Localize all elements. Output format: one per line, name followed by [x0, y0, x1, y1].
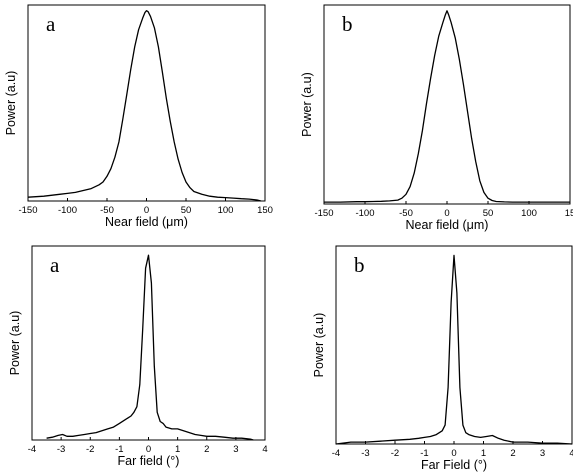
x-tick-label: -150 [18, 205, 37, 216]
x-tick-label: -4 [332, 448, 340, 459]
chart-panel-4: -4 -3 -2 -1 0 1 2 3 4 Far Field (°) Power (a.u) b [312, 245, 573, 472]
x-tick-label: 4 [262, 444, 267, 455]
x-tick-label: 4 [569, 448, 573, 459]
series-line-1 [335, 254, 573, 445]
plot-frame [31, 245, 266, 441]
x-axis-label: Far field (°) [118, 454, 180, 468]
panel-letter: a [46, 12, 56, 36]
x-tick-label: -2 [391, 448, 399, 459]
y-axis-label: Power (a.u) [312, 313, 326, 378]
x-axis-label: Near field (μm) [105, 215, 188, 229]
x-tick-label: 2 [510, 448, 515, 459]
panel-letter: b [342, 12, 353, 36]
x-tick-label: 0 [146, 444, 151, 455]
y-axis-label: Power (a.u) [4, 71, 18, 136]
x-tick-label: 50 [483, 208, 494, 219]
plot-frame [27, 4, 266, 202]
series-line-1 [46, 254, 254, 441]
x-tick-label: -100 [355, 208, 374, 219]
chart-panel-3: -4 -3 -2 -1 0 1 2 3 4 Far field (°) Power (a.u) a [8, 245, 268, 468]
x-tick-label: -1 [420, 448, 428, 459]
panel-letter: b [354, 253, 365, 277]
plot-frame [335, 245, 573, 445]
chart-panel-1: -150 -100 -50 0 50 100 150 Near field (μm) Power… [4, 4, 273, 229]
x-tick-label: -3 [57, 444, 65, 455]
x-tick-label: 100 [521, 208, 537, 219]
x-tick-label: 1 [175, 444, 180, 455]
x-tick-label: -50 [399, 208, 413, 219]
x-tick-label: -2 [86, 444, 94, 455]
x-tick-label: 0 [451, 448, 456, 459]
x-axis-label: Far Field (°) [421, 458, 487, 472]
series-line-1 [324, 10, 570, 203]
x-tick-label: -50 [100, 205, 114, 216]
x-tick-label: 3 [540, 448, 545, 459]
x-tick-label: -100 [58, 205, 77, 216]
plot-frame [323, 4, 571, 205]
x-tick-label: -150 [314, 208, 333, 219]
x-tick-label: 150 [257, 205, 273, 216]
x-tick-label: 50 [181, 205, 192, 216]
x-tick-label: -1 [115, 444, 123, 455]
x-tick-label: 1 [481, 448, 486, 459]
panel-letter: a [50, 253, 60, 277]
x-tick-label: 0 [144, 205, 149, 216]
series-line-1 [27, 10, 262, 202]
x-tick-label: 2 [204, 444, 209, 455]
x-tick-label: -3 [361, 448, 369, 459]
x-tick-label: 15 [565, 208, 573, 219]
x-axis-label: Near field (μm) [406, 218, 489, 232]
chart-panel-2: -150 -100 -50 0 50 100 15 Near field (μm) Power … [300, 4, 573, 232]
x-tick-label: 100 [218, 205, 234, 216]
y-axis-label: Power (a.u) [300, 72, 314, 137]
x-tick-label: 3 [233, 444, 238, 455]
x-tick-label: -4 [28, 444, 36, 455]
y-axis-label: Power (a.u) [8, 311, 22, 376]
x-tick-label: 0 [444, 208, 449, 219]
